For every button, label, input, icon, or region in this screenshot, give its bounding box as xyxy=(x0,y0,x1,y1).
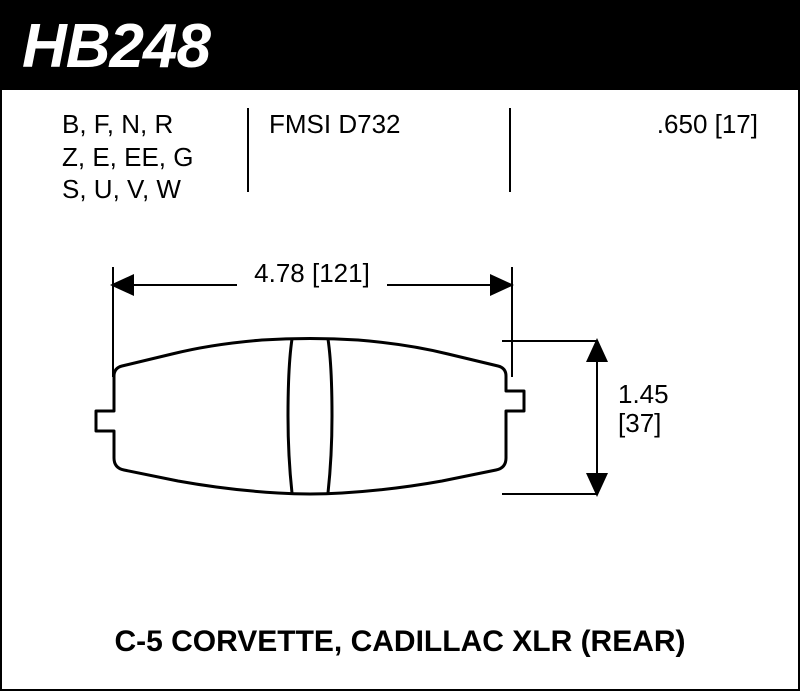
brake-pad-outline xyxy=(92,336,528,506)
width-label: 4.78 [121] xyxy=(237,258,387,289)
thickness-column: .650 [17] xyxy=(531,108,758,206)
arrow-down-icon xyxy=(586,473,608,497)
thickness-value: .650 [17] xyxy=(531,108,758,141)
part-number: HB248 xyxy=(22,11,210,82)
column-divider xyxy=(509,108,511,192)
compounds-column: B, F, N, R Z, E, EE, G S, U, V, W xyxy=(62,108,247,206)
spec-sheet: HB248 B, F, N, R Z, E, EE, G S, U, V, W … xyxy=(0,0,800,691)
header-bar: HB248 xyxy=(2,2,798,90)
column-divider xyxy=(247,108,249,192)
compounds-line: B, F, N, R xyxy=(62,108,247,141)
fmsi-column: FMSI D732 xyxy=(269,108,509,206)
specs-row: B, F, N, R Z, E, EE, G S, U, V, W FMSI D… xyxy=(2,90,798,206)
diagram-area: 4.78 [121] 1.45 [37] xyxy=(2,226,798,626)
dimension-line xyxy=(596,340,598,495)
compounds-line: S, U, V, W xyxy=(62,173,247,206)
fmsi-code: FMSI D732 xyxy=(269,108,509,141)
compounds-line: Z, E, EE, G xyxy=(62,141,247,174)
application-label: C-5 CORVETTE, CADILLAC XLR (REAR) xyxy=(2,625,798,659)
height-dimension: 1.45 [37] xyxy=(582,340,692,495)
arrow-up-icon xyxy=(586,338,608,362)
width-dimension: 4.78 [121] xyxy=(112,266,512,306)
height-label: 1.45 [37] xyxy=(618,380,669,440)
